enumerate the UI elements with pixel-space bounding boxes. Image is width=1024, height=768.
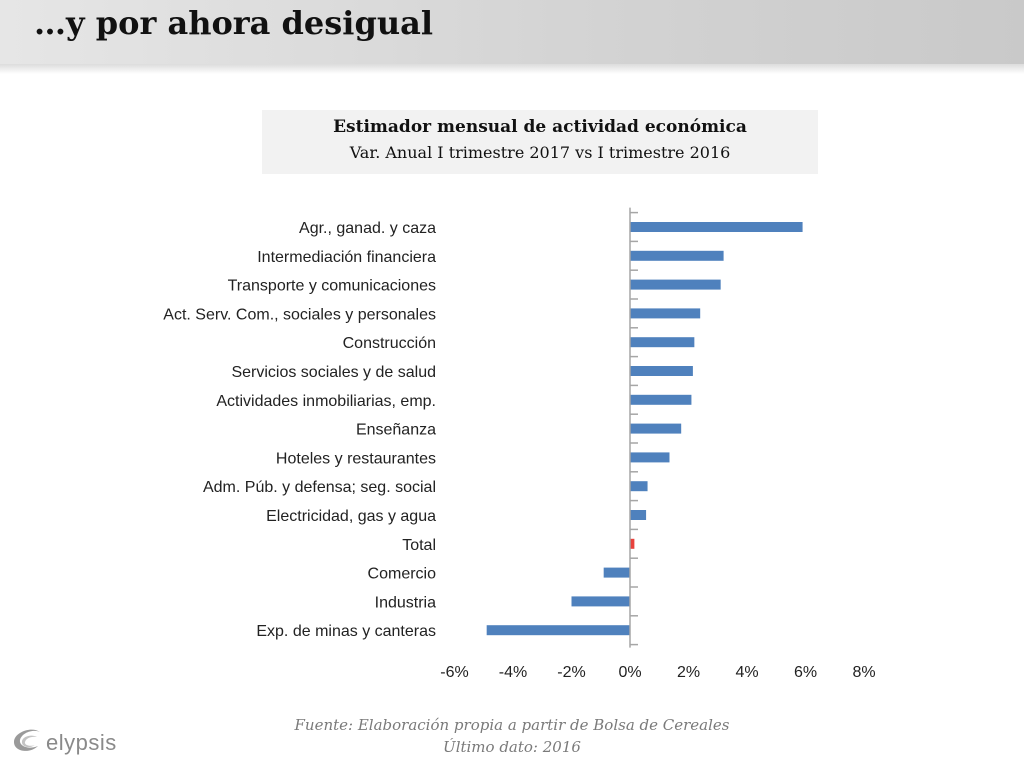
bar-12 (603, 567, 630, 578)
x-tick-label-2: -2% (557, 664, 585, 681)
category-label-9: Adm. Púb. y defensa; seg. social (203, 479, 436, 496)
category-label-10: Electricidad, gas y agua (266, 508, 436, 525)
header-band (0, 0, 1024, 64)
category-label-12: Comercio (368, 566, 437, 583)
chart-subtitle: Var. Anual I trimestre 2017 vs I trimest… (349, 143, 731, 162)
category-label-4: Construcción (343, 335, 436, 352)
category-label-2: Transporte y comunicaciones (228, 278, 436, 295)
category-label-11: Total (402, 537, 436, 554)
bar-7 (630, 423, 682, 434)
header-shadow (0, 64, 1024, 74)
x-tick-label-6: 6% (794, 664, 817, 681)
bar-9 (630, 481, 648, 492)
chart-title: Estimador mensual de actividad económica (333, 117, 747, 137)
logo-text: elypsis (46, 730, 117, 755)
bar-11 (630, 538, 635, 549)
bar-2 (630, 279, 721, 290)
x-tick-label-3: 0% (618, 664, 641, 681)
category-label-1: Intermediación financiera (257, 249, 436, 266)
chart-title-box: Estimador mensual de actividad económica… (262, 110, 818, 174)
bar-chart: Agr., ganad. y caza Intermediación financ… (163, 207, 876, 681)
bar-6 (630, 394, 692, 405)
category-label-14: Exp. de minas y canteras (256, 623, 436, 640)
category-label-0: Agr., ganad. y caza (299, 220, 436, 237)
bar-14 (486, 625, 630, 636)
last-data-text: Último dato: 2016 (443, 738, 581, 756)
bar-1 (630, 250, 724, 261)
bar-13 (571, 596, 630, 607)
bar-4 (630, 337, 695, 348)
slide-title: …y por ahora desigual (34, 4, 433, 42)
category-label-7: Enseñanza (356, 422, 436, 439)
category-label-8: Hoteles y restaurantes (276, 450, 436, 467)
bar-0 (630, 222, 803, 232)
source-text: Fuente: Elaboración propia a partir de B… (294, 716, 730, 734)
bar-10 (630, 510, 647, 520)
bar-5 (630, 366, 693, 376)
category-label-6: Actividades inmobiliarias, emp. (216, 393, 436, 410)
category-label-3: Act. Serv. Com., sociales y personales (163, 306, 436, 323)
bar-3 (630, 308, 701, 319)
category-label-13: Industria (375, 594, 436, 611)
elypsis-logo: elypsis (10, 720, 130, 760)
x-tick-label-4: 2% (677, 664, 700, 681)
x-tick-label-5: 4% (735, 664, 758, 681)
logo-swirl-icon (14, 729, 40, 751)
x-tick-label-1: -4% (499, 664, 527, 681)
x-tick-label-7: 8% (852, 664, 875, 681)
source-note: Fuente: Elaboración propia a partir de B… (0, 714, 1024, 758)
category-label-5: Servicios sociales y de salud (231, 364, 436, 381)
x-tick-label-0: -6% (440, 664, 468, 681)
bar-8 (630, 452, 670, 463)
